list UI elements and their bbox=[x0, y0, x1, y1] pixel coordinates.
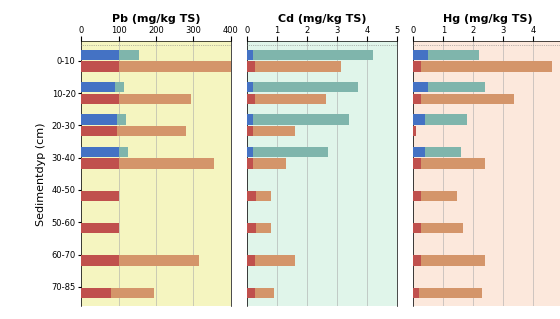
Bar bbox=[413, 255, 421, 265]
Bar bbox=[421, 158, 485, 169]
Bar bbox=[248, 287, 255, 298]
Bar bbox=[413, 223, 421, 233]
Bar bbox=[248, 147, 253, 157]
Bar bbox=[253, 50, 373, 60]
Bar bbox=[81, 62, 119, 72]
Bar bbox=[421, 62, 552, 72]
Bar bbox=[421, 191, 457, 201]
Bar bbox=[248, 126, 253, 137]
Bar bbox=[248, 62, 255, 72]
Bar bbox=[255, 94, 326, 104]
Bar bbox=[81, 94, 119, 104]
Bar bbox=[428, 82, 485, 93]
Bar bbox=[248, 223, 256, 233]
Bar bbox=[119, 158, 214, 169]
Bar bbox=[413, 50, 428, 60]
Title: Pb (mg/kg TS): Pb (mg/kg TS) bbox=[111, 14, 200, 24]
Bar bbox=[421, 255, 485, 265]
Title: Hg (mg/kg TS): Hg (mg/kg TS) bbox=[444, 14, 533, 24]
Title: Cd (mg/kg TS): Cd (mg/kg TS) bbox=[278, 14, 366, 24]
Bar bbox=[81, 50, 119, 60]
Bar bbox=[253, 147, 328, 157]
Bar bbox=[119, 94, 192, 104]
Bar bbox=[255, 287, 274, 298]
Bar bbox=[248, 191, 256, 201]
Bar bbox=[421, 223, 463, 233]
Bar bbox=[413, 126, 417, 137]
Bar bbox=[413, 147, 426, 157]
Bar bbox=[115, 82, 124, 93]
Bar bbox=[255, 255, 295, 265]
Bar bbox=[253, 115, 349, 125]
Bar bbox=[111, 287, 154, 298]
Bar bbox=[255, 62, 342, 72]
Bar bbox=[81, 126, 116, 137]
Bar bbox=[426, 115, 467, 125]
Bar bbox=[119, 62, 245, 72]
Bar bbox=[428, 50, 479, 60]
Y-axis label: Sedimentdyp (cm): Sedimentdyp (cm) bbox=[36, 122, 46, 226]
Bar bbox=[413, 82, 428, 93]
Bar bbox=[81, 191, 119, 201]
Bar bbox=[81, 147, 119, 157]
Bar bbox=[413, 115, 426, 125]
Bar bbox=[81, 223, 119, 233]
Bar bbox=[248, 115, 253, 125]
Bar bbox=[248, 255, 255, 265]
Bar bbox=[421, 94, 514, 104]
Bar bbox=[413, 287, 419, 298]
Bar bbox=[248, 50, 253, 60]
Bar bbox=[81, 255, 119, 265]
Bar bbox=[253, 82, 358, 93]
Bar bbox=[248, 94, 255, 104]
Bar bbox=[419, 287, 482, 298]
Bar bbox=[256, 191, 271, 201]
Bar bbox=[81, 115, 116, 125]
Bar bbox=[116, 126, 186, 137]
Bar bbox=[81, 82, 115, 93]
Bar bbox=[81, 287, 111, 298]
Bar bbox=[413, 191, 421, 201]
Bar bbox=[253, 126, 295, 137]
Bar bbox=[426, 147, 461, 157]
Bar bbox=[119, 255, 199, 265]
Bar bbox=[116, 115, 126, 125]
Bar bbox=[253, 158, 286, 169]
Bar bbox=[413, 158, 421, 169]
Bar bbox=[248, 158, 253, 169]
Bar bbox=[413, 62, 421, 72]
Bar bbox=[81, 158, 119, 169]
Bar bbox=[119, 147, 128, 157]
Bar bbox=[119, 50, 139, 60]
Bar bbox=[413, 94, 421, 104]
Bar bbox=[256, 223, 271, 233]
Bar bbox=[248, 82, 253, 93]
